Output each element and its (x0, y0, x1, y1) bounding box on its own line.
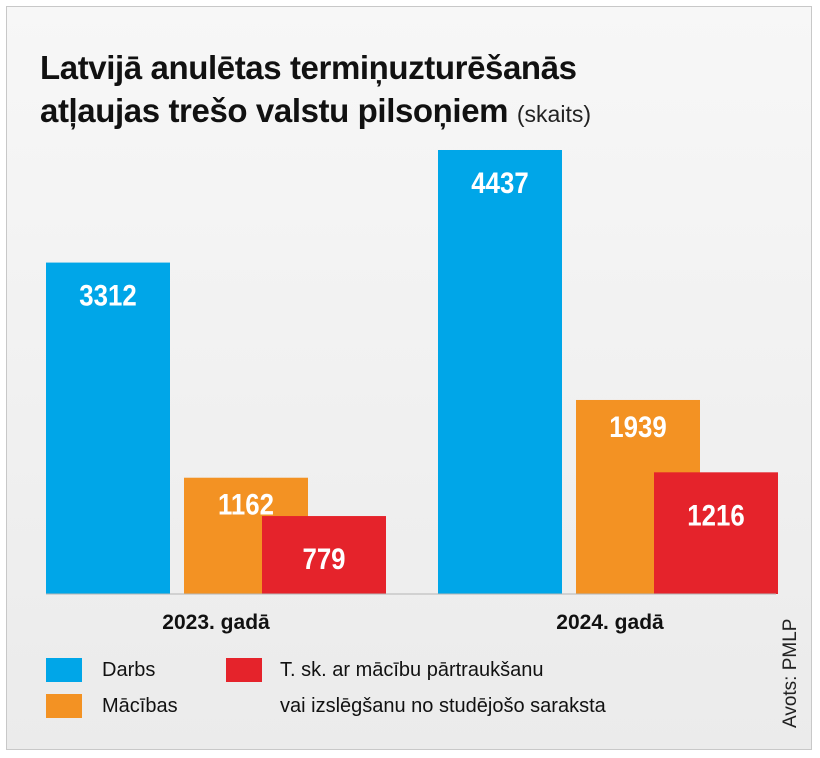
title-unit: (skaits) (516, 101, 592, 127)
legend-label-macibas: Mācības (102, 695, 178, 717)
x-tick-label-2: 2024. gadā (556, 611, 664, 634)
legend-label-darbs: Darbs (102, 659, 156, 681)
data-label-1-1: 3312 (79, 279, 136, 312)
legend-label-partrauksana-line-1: T. sk. ar mācību pārtraukšanu (280, 659, 544, 681)
bar-3-1 (262, 516, 386, 594)
legend-label-partrauksana-line-2: vai izslēgšanu no studējošo saraksta (280, 695, 606, 717)
title-line-1: Latvijā anulētas termiņuzturēšanās (40, 49, 577, 86)
bar-1-1 (46, 262, 170, 594)
legend-label-partrauksana: T. sk. ar mācību pārtraukšanu vai izslēg… (280, 656, 606, 720)
data-label-3-1: 779 (302, 542, 345, 575)
source-label: Avots: PMLP (780, 618, 801, 728)
bar-1-2 (438, 150, 562, 594)
data-label-2-2: 1939 (609, 410, 666, 443)
data-label-2-1: 1162 (218, 488, 274, 521)
title-line-2-text: atļaujas trešo valstu pilsoņiem (40, 92, 509, 129)
chart-title: Latvijā anulētas termiņuzturēšanās atļau… (40, 46, 780, 136)
data-label-3-2: 1216 (687, 499, 744, 532)
legend-swatch-darbs (46, 658, 82, 682)
legend-swatch-macibas (46, 694, 82, 718)
legend-swatch-partrauksana (226, 658, 262, 682)
x-tick-label-1: 2023. gadā (162, 611, 270, 634)
title-line-2: atļaujas trešo valstu pilsoņiem (skaits) (40, 89, 780, 136)
bar-3-2 (654, 472, 778, 594)
data-label-1-2: 4437 (471, 166, 528, 199)
